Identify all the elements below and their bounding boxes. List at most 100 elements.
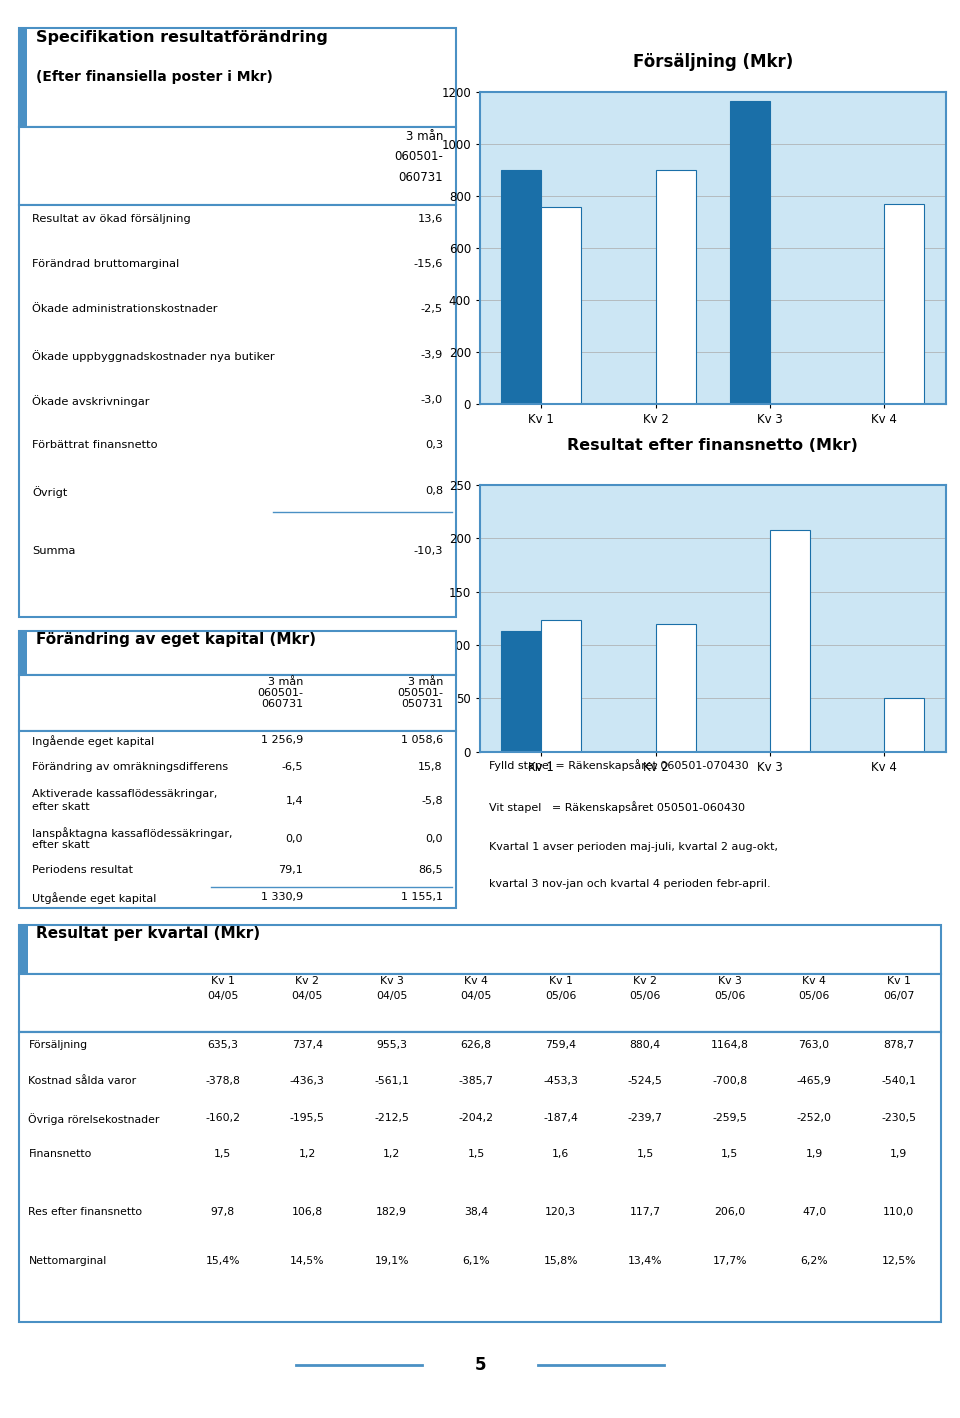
Text: -2,5: -2,5 xyxy=(420,305,443,315)
Text: -561,1: -561,1 xyxy=(374,1076,409,1086)
Text: 05/06: 05/06 xyxy=(799,991,829,1001)
Text: -259,5: -259,5 xyxy=(712,1113,747,1123)
Text: -378,8: -378,8 xyxy=(205,1076,240,1086)
Text: 060501-: 060501- xyxy=(394,150,443,163)
Bar xyxy=(19,631,456,675)
Text: -436,3: -436,3 xyxy=(290,1076,324,1086)
Text: Aktiverade kassaflödessäkringar,: Aktiverade kassaflödessäkringar, xyxy=(33,788,218,798)
Text: 106,8: 106,8 xyxy=(292,1207,323,1217)
Text: Specifikation resultatförändring: Specifikation resultatförändring xyxy=(36,30,327,45)
Bar xyxy=(541,207,581,404)
Text: Förändring av eget kapital (Mkr): Förändring av eget kapital (Mkr) xyxy=(36,632,316,648)
Bar xyxy=(19,730,456,908)
Text: 15,8%: 15,8% xyxy=(543,1256,578,1266)
Text: 05/06: 05/06 xyxy=(714,991,745,1001)
Text: 1 330,9: 1 330,9 xyxy=(261,892,303,902)
Text: 05/06: 05/06 xyxy=(630,991,660,1001)
Text: 04/05: 04/05 xyxy=(376,991,407,1001)
Bar xyxy=(501,170,541,404)
Text: 120,3: 120,3 xyxy=(545,1207,576,1217)
Text: -187,4: -187,4 xyxy=(543,1113,578,1123)
Text: Övrigt: Övrigt xyxy=(33,485,67,498)
Text: -3,0: -3,0 xyxy=(420,396,443,406)
Text: 1,6: 1,6 xyxy=(552,1149,569,1160)
Text: Nettomarginal: Nettomarginal xyxy=(29,1256,107,1266)
Text: Kv 4: Kv 4 xyxy=(465,976,488,986)
Text: -204,2: -204,2 xyxy=(459,1113,493,1123)
Text: Ökade administrationskostnader: Ökade administrationskostnader xyxy=(33,305,218,315)
Text: -524,5: -524,5 xyxy=(628,1076,662,1086)
Text: 38,4: 38,4 xyxy=(464,1207,489,1217)
Text: 1 256,9: 1 256,9 xyxy=(261,735,303,744)
Text: -465,9: -465,9 xyxy=(797,1076,831,1086)
Text: -160,2: -160,2 xyxy=(205,1113,240,1123)
Text: -385,7: -385,7 xyxy=(459,1076,493,1086)
Text: Förändring av omräkningsdifferens: Förändring av omräkningsdifferens xyxy=(33,761,228,771)
Text: 5: 5 xyxy=(474,1356,486,1374)
Text: -3,9: -3,9 xyxy=(420,350,443,360)
Text: -6,5: -6,5 xyxy=(281,761,303,771)
Text: -239,7: -239,7 xyxy=(628,1113,662,1123)
Bar xyxy=(19,28,456,128)
Text: 12,5%: 12,5% xyxy=(881,1256,916,1266)
Text: 1,9: 1,9 xyxy=(805,1149,823,1160)
Text: Finansnetto: Finansnetto xyxy=(29,1149,92,1160)
Text: 1,5: 1,5 xyxy=(468,1149,485,1160)
Text: -453,3: -453,3 xyxy=(543,1076,578,1086)
Text: 880,4: 880,4 xyxy=(630,1039,660,1049)
Bar xyxy=(19,1032,941,1322)
Text: Periodens resultat: Periodens resultat xyxy=(33,865,133,875)
Text: 0,0: 0,0 xyxy=(286,834,303,844)
Text: 0,3: 0,3 xyxy=(424,440,443,451)
Text: 1,5: 1,5 xyxy=(214,1149,231,1160)
Text: 1 155,1: 1 155,1 xyxy=(401,892,443,902)
Text: -10,3: -10,3 xyxy=(414,546,443,556)
Bar xyxy=(19,206,456,617)
Text: 182,9: 182,9 xyxy=(376,1207,407,1217)
Text: -195,5: -195,5 xyxy=(290,1113,324,1123)
Text: 04/05: 04/05 xyxy=(292,991,323,1001)
Text: 04/05: 04/05 xyxy=(461,991,492,1001)
Text: Kv 2: Kv 2 xyxy=(634,976,657,986)
Text: 050501-: 050501- xyxy=(396,688,443,698)
Text: 86,5: 86,5 xyxy=(419,865,443,875)
Text: 626,8: 626,8 xyxy=(461,1039,492,1049)
Text: 1 058,6: 1 058,6 xyxy=(400,735,443,744)
Text: 15,4%: 15,4% xyxy=(205,1256,240,1266)
Text: -5,8: -5,8 xyxy=(421,795,443,805)
Text: efter skatt: efter skatt xyxy=(33,803,90,813)
Bar xyxy=(19,925,941,974)
Text: 97,8: 97,8 xyxy=(210,1207,235,1217)
Text: Ökade uppbyggnadskostnader nya butiker: Ökade uppbyggnadskostnader nya butiker xyxy=(33,350,275,362)
Text: 117,7: 117,7 xyxy=(630,1207,660,1217)
Text: 050731: 050731 xyxy=(400,699,443,709)
Text: -15,6: -15,6 xyxy=(414,259,443,269)
Text: 15,8: 15,8 xyxy=(419,761,443,771)
Text: 060501-: 060501- xyxy=(257,688,303,698)
Text: 6,1%: 6,1% xyxy=(463,1256,490,1266)
Bar xyxy=(19,675,456,730)
Text: Kv 4: Kv 4 xyxy=(803,976,826,986)
Text: 13,6: 13,6 xyxy=(418,214,443,224)
Text: 1,5: 1,5 xyxy=(721,1149,738,1160)
Text: Summa: Summa xyxy=(33,546,76,556)
Bar xyxy=(19,631,27,675)
Text: Kv 2: Kv 2 xyxy=(296,976,319,986)
Text: 060731: 060731 xyxy=(398,170,443,184)
Text: 3 mån: 3 mån xyxy=(268,676,303,686)
Bar xyxy=(19,974,941,1032)
Text: 1,4: 1,4 xyxy=(285,795,303,805)
Bar xyxy=(884,698,924,752)
Text: -212,5: -212,5 xyxy=(374,1113,409,1123)
Bar xyxy=(501,631,541,752)
Text: Fylld stapel = Räkenskapsåret 060501-070430: Fylld stapel = Räkenskapsåret 060501-070… xyxy=(490,760,749,771)
Text: Res efter finansnetto: Res efter finansnetto xyxy=(29,1207,142,1217)
Text: Ianspåktagna kassaflödessäkringar,: Ianspåktagna kassaflödessäkringar, xyxy=(33,827,233,838)
Text: 060731: 060731 xyxy=(261,699,303,709)
Text: Utgående eget kapital: Utgående eget kapital xyxy=(33,892,156,903)
Text: Försäljning (Mkr): Försäljning (Mkr) xyxy=(633,54,793,71)
Bar xyxy=(541,621,581,752)
Bar xyxy=(770,530,810,752)
Text: 79,1: 79,1 xyxy=(278,865,303,875)
Text: 737,4: 737,4 xyxy=(292,1039,323,1049)
